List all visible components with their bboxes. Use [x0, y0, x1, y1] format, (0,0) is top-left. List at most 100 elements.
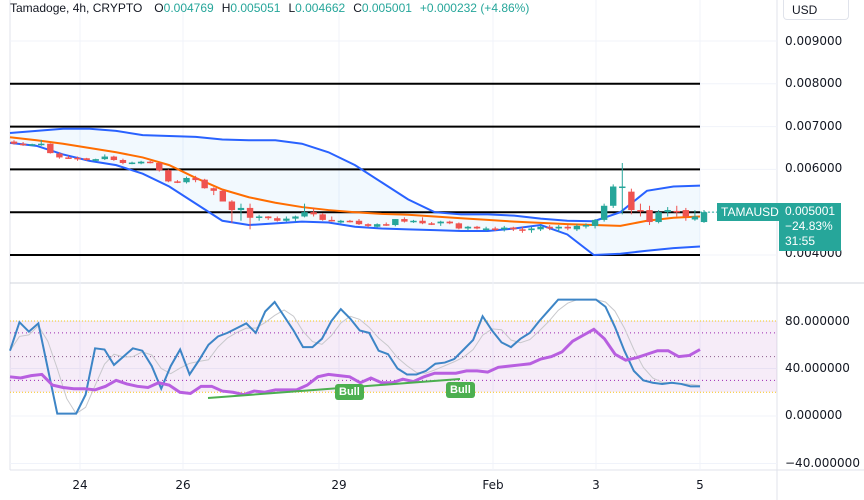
candle-body	[501, 227, 508, 230]
close-label: C	[353, 1, 362, 15]
symbol-title: Tamadoge, 4h, CRYPTO	[10, 1, 143, 15]
time-tick: 26	[175, 478, 191, 492]
open-value: 0.004769	[163, 1, 214, 15]
candle-body	[392, 219, 399, 226]
candle-body	[328, 219, 335, 222]
candle-body	[364, 224, 372, 226]
candle-body	[655, 212, 662, 223]
time-tick: 24	[72, 478, 88, 492]
candle-body	[128, 162, 136, 165]
candle-body	[619, 186, 626, 189]
time-tick: 3	[592, 478, 600, 492]
candle-body	[410, 220, 417, 223]
ohlc-legend: Tamadoge, 4h, CRYPTO O 0.004769 H 0.005051…	[10, 1, 529, 15]
last-price: 0.005001	[785, 204, 836, 218]
candle-body	[664, 210, 671, 213]
time-tick: 5	[696, 478, 704, 492]
candle-body	[283, 218, 290, 221]
candle-body	[682, 210, 690, 217]
candle-body	[491, 228, 499, 230]
open-label: O	[154, 1, 164, 15]
bollinger-basis	[9, 136, 701, 227]
candle-body	[537, 226, 544, 230]
candle-body	[573, 225, 581, 230]
candle-body	[528, 228, 535, 231]
candle-body	[464, 226, 472, 229]
bar-countdown: 31:55	[785, 234, 816, 248]
candle-body	[10, 141, 18, 144]
candle-body	[192, 177, 199, 181]
change-value: +0.000232 (+4.86%)	[419, 1, 530, 15]
high-value: 0.005051	[230, 1, 281, 15]
price-tick: 0.006000	[785, 161, 843, 175]
high-label: H	[221, 1, 231, 15]
candle-body	[92, 159, 99, 161]
symbol-price-tag: TAMAUSD	[717, 203, 783, 221]
candle-body	[691, 216, 699, 220]
stoch-k-line	[9, 298, 700, 415]
candle-body	[564, 226, 572, 229]
candle-body	[646, 210, 653, 223]
candle-body	[383, 224, 390, 226]
candle-body	[673, 210, 680, 213]
candle-body	[47, 143, 54, 154]
price-tick: 0.008000	[785, 76, 843, 90]
candle-body	[319, 214, 326, 220]
candle-body	[119, 159, 127, 163]
candle-body	[610, 186, 617, 206]
last-change-pct: −24.83%	[785, 219, 833, 233]
candle-body	[428, 223, 435, 225]
candle-body	[373, 224, 381, 227]
osc-tick: 40.000000	[785, 361, 850, 375]
candle-body	[401, 219, 408, 222]
candle-body	[337, 220, 345, 223]
candle-body	[510, 227, 517, 230]
candle-body	[582, 225, 590, 227]
candle-body	[519, 229, 526, 231]
candle-body	[600, 205, 608, 220]
candle-body	[74, 157, 81, 160]
candle-body	[83, 158, 90, 160]
time-tick: 29	[331, 478, 347, 492]
currency-selector[interactable]: USD	[783, 0, 849, 20]
candle-body	[101, 156, 108, 160]
candle-body	[591, 219, 599, 226]
overbought-oversold-band	[10, 321, 777, 393]
candle-body	[482, 228, 490, 230]
candle-body	[183, 177, 190, 183]
last-price-tag: 0.005001 −24.83% 31:55	[779, 203, 841, 251]
candle-body	[56, 153, 63, 158]
candle-body	[137, 161, 145, 164]
bollinger-lower	[9, 141, 701, 257]
candle-body	[237, 207, 245, 211]
candle-body	[446, 221, 453, 224]
candle-body	[355, 220, 363, 225]
candle-body	[156, 162, 163, 171]
candle-body	[437, 221, 444, 224]
rsi-line	[9, 327, 701, 397]
candle-body	[455, 223, 463, 229]
candle-body	[473, 226, 481, 229]
candle-body	[65, 157, 72, 159]
candle-body	[637, 210, 644, 212]
candle-body	[555, 226, 562, 229]
candle-body	[419, 220, 426, 224]
candle-body	[165, 170, 172, 182]
candle-body	[19, 143, 27, 146]
bull-divergence-label: Bull	[335, 384, 364, 400]
price-tick: 0.009000	[785, 34, 843, 48]
candle-body	[38, 143, 45, 146]
close-value: 0.005001	[361, 1, 412, 15]
candle-body	[210, 188, 217, 191]
osc-tick: 80.000000	[785, 314, 850, 328]
candle-body	[346, 220, 354, 223]
candle-body	[28, 144, 36, 146]
osc-tick: 0.000000	[785, 408, 843, 422]
candle-body	[628, 191, 635, 211]
candle-body	[310, 212, 317, 215]
bollinger-fill	[10, 128, 700, 255]
time-tick: Feb	[482, 478, 504, 492]
candle-body	[146, 161, 154, 164]
candle-body	[201, 179, 208, 189]
